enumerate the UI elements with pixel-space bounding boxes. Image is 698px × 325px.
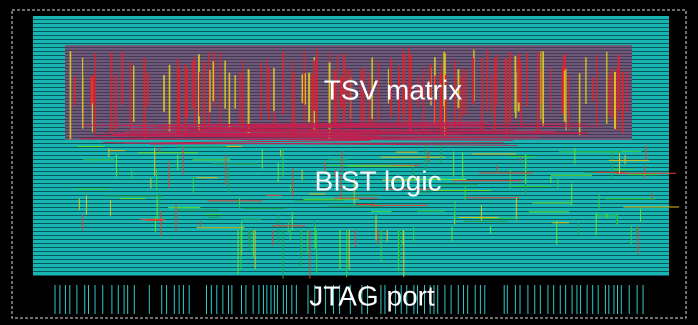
chip-layout: TSV matrix BIST logic JTAG port <box>0 0 698 325</box>
region-label: TSV matrix <box>324 74 462 105</box>
region-label: JTAG port <box>309 280 435 311</box>
wire <box>198 133 586 134</box>
wire <box>125 131 433 132</box>
region-label: BIST logic <box>314 165 441 196</box>
